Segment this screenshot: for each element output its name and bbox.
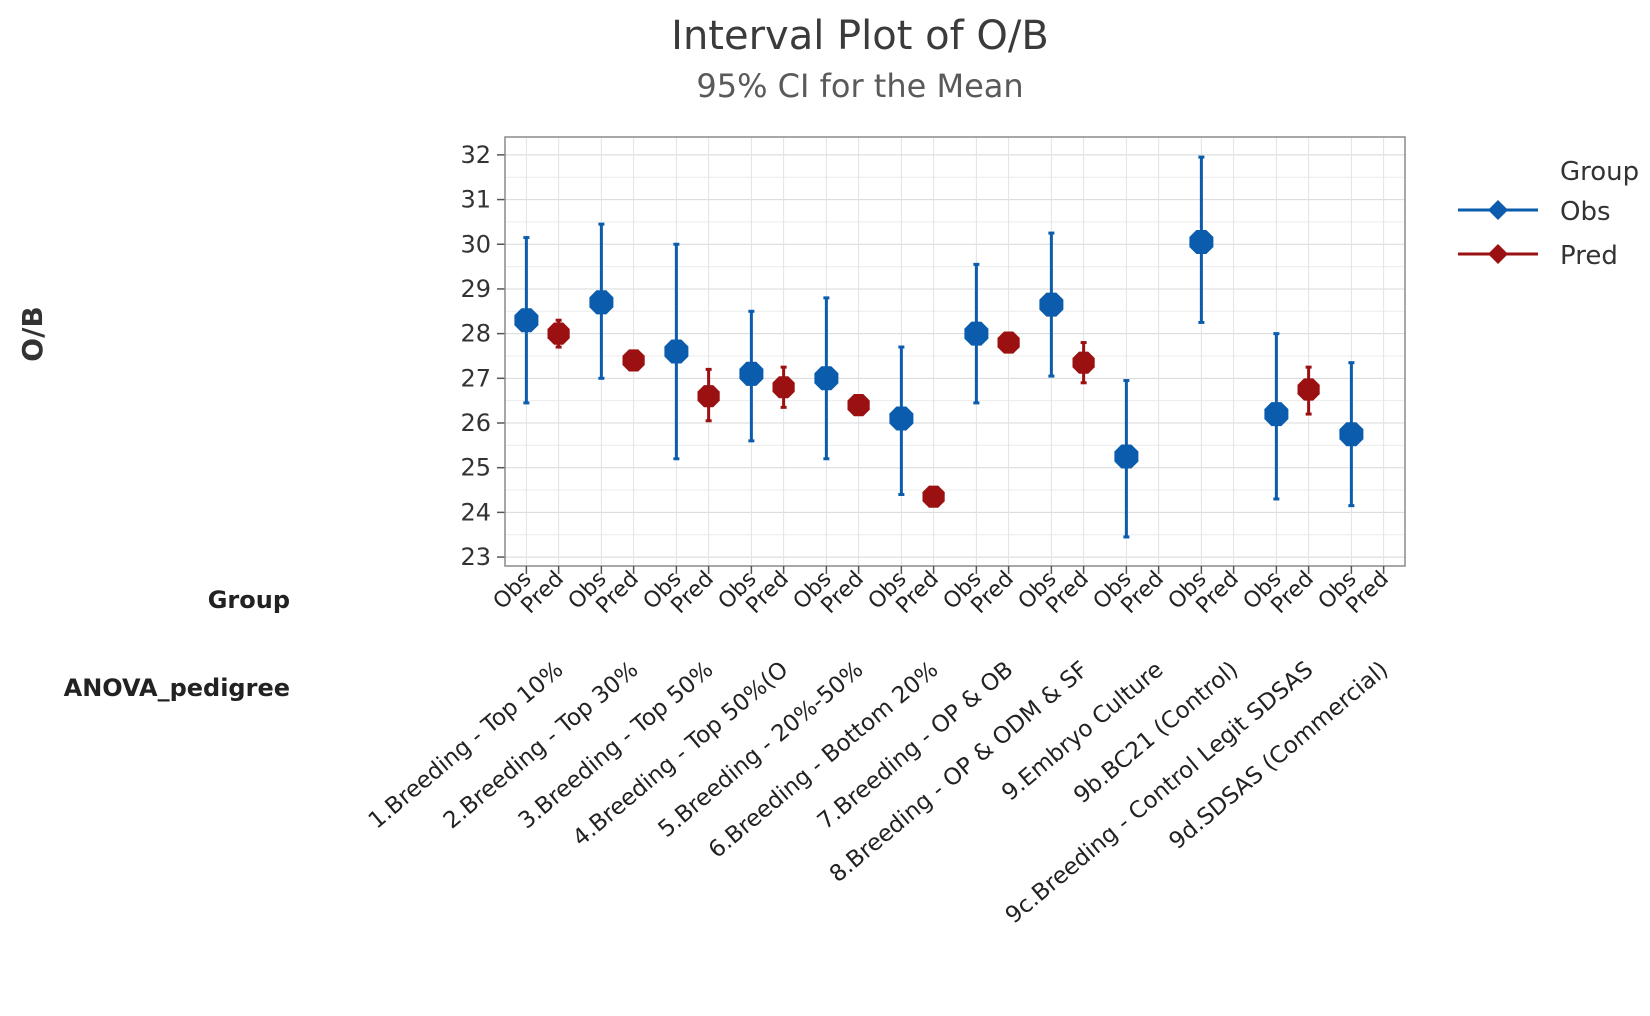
y-tick-label: 27	[460, 364, 491, 392]
legend-label-pred: Pred	[1560, 241, 1618, 271]
mean-marker-obs	[589, 290, 614, 315]
mean-marker-obs	[1189, 230, 1214, 254]
y-tick-label: 28	[460, 320, 491, 348]
legend-marker-pred	[1488, 244, 1508, 264]
mean-marker-pred	[1072, 351, 1095, 374]
y-tick-label: 29	[460, 275, 491, 303]
mean-marker-obs	[664, 339, 689, 364]
mean-marker-obs	[1039, 292, 1064, 317]
legend-marker-obs	[1488, 200, 1508, 220]
mean-marker-pred	[772, 376, 795, 399]
mean-marker-pred	[847, 394, 870, 417]
mean-marker-pred	[697, 385, 720, 408]
row-label-group: Group	[208, 586, 290, 614]
mean-marker-obs	[1114, 444, 1139, 469]
mean-marker-pred	[547, 322, 570, 345]
plot-frame	[504, 136, 1406, 567]
mean-marker-obs	[1339, 422, 1364, 447]
mean-marker-obs	[964, 321, 989, 346]
mean-marker-obs	[739, 361, 764, 386]
y-tick-label: 23	[460, 543, 491, 571]
y-tick-label: 31	[460, 186, 491, 214]
chart-title: Interval Plot of O/B	[671, 13, 1049, 59]
y-tick-label: 24	[460, 498, 491, 526]
y-tick-label: 32	[460, 141, 491, 169]
y-tick-label: 26	[460, 409, 491, 437]
mean-marker-obs	[1264, 402, 1289, 427]
mean-marker-obs	[814, 366, 839, 391]
mean-marker-obs	[889, 406, 914, 431]
plot-background	[505, 137, 1405, 566]
mean-marker-obs	[514, 308, 539, 333]
plot-area: 23242526272829303132ObsPredObsPredObsPre…	[364, 136, 1406, 929]
mean-marker-pred	[622, 349, 645, 372]
y-tick-label: 30	[460, 230, 491, 258]
chart-subtitle: 95% CI for the Mean	[696, 67, 1023, 105]
mean-marker-pred	[997, 331, 1020, 354]
legend-label-obs: Obs	[1560, 197, 1611, 227]
legend: Group Obs Pred	[1458, 157, 1639, 271]
legend-title: Group	[1560, 157, 1639, 187]
row-label-pedigree: ANOVA_pedigree	[64, 674, 290, 702]
mean-marker-pred	[922, 485, 945, 508]
y-tick-label: 25	[460, 454, 491, 482]
mean-marker-pred	[1297, 378, 1320, 401]
y-axis-label: O/B	[16, 306, 49, 361]
